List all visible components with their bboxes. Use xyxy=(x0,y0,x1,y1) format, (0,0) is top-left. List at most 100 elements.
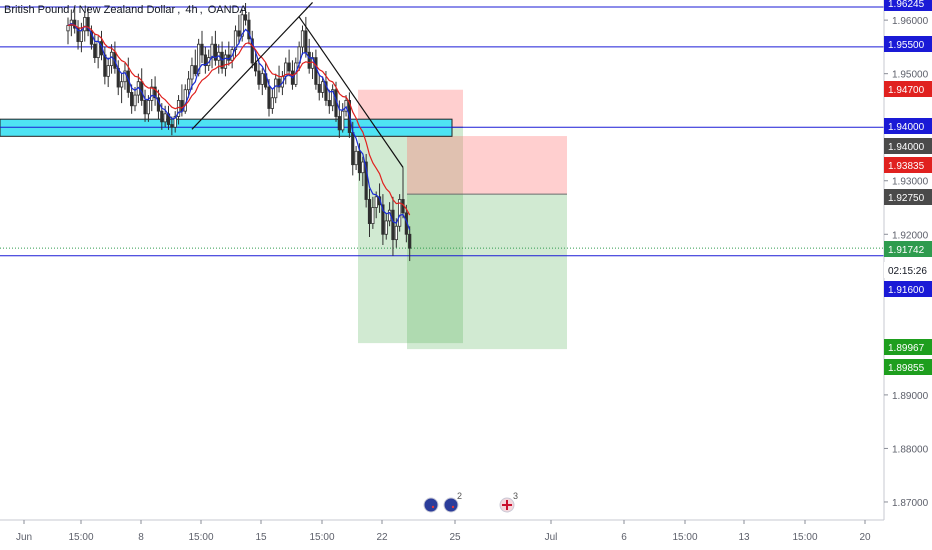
candle-body xyxy=(304,30,308,53)
price-badge-line[interactable] xyxy=(884,0,932,11)
time-tick-label: 15:00 xyxy=(68,532,93,543)
trendlines[interactable] xyxy=(191,2,404,168)
candle-body xyxy=(341,110,345,131)
symbol-name: British Pound / New Zealand Dollar xyxy=(4,4,176,16)
candle-body xyxy=(200,43,204,56)
price-badge-countdown[interactable] xyxy=(884,262,932,278)
price-badge-line[interactable] xyxy=(884,118,932,134)
price-tick-label: 1.88000 xyxy=(892,444,929,455)
candle-body xyxy=(314,57,318,85)
price-badge-label: 1.92750 xyxy=(888,193,925,204)
candle-body xyxy=(233,30,238,50)
candle-body xyxy=(130,92,134,107)
price-tick-label: 1.93000 xyxy=(892,177,929,188)
price-tick-label: 1.92000 xyxy=(892,230,929,241)
candle-body xyxy=(83,17,87,32)
time-tick-label: 15:00 xyxy=(792,532,817,543)
candle-body xyxy=(203,54,207,67)
candle-body xyxy=(163,113,167,123)
time-tick-label: 15:00 xyxy=(672,532,697,543)
price-badge-label: 1.89855 xyxy=(888,363,925,374)
candle-body xyxy=(133,94,137,107)
price-badge-label: 1.94000 xyxy=(888,142,925,153)
stop-loss-zone[interactable] xyxy=(407,136,567,195)
price-badge-stop[interactable] xyxy=(884,81,932,97)
price-badge-last[interactable] xyxy=(884,241,932,257)
event-count: 2 xyxy=(457,491,462,501)
candle-body xyxy=(146,100,150,115)
candle-body xyxy=(398,199,402,227)
candle-body xyxy=(267,86,271,109)
event-count: 3 xyxy=(513,491,518,501)
time-tick-label: 15 xyxy=(255,532,267,543)
price-tick-label: 1.96000 xyxy=(892,16,929,27)
price-badge-target[interactable] xyxy=(884,339,932,355)
candle-body xyxy=(274,78,278,99)
candle-body xyxy=(354,150,358,166)
price-tick-label: 1.95000 xyxy=(892,70,929,81)
candle-body xyxy=(331,89,335,107)
price-axis[interactable]: 1.96000 1.95000 1.93000 1.92000 1.89000 1.880… xyxy=(883,0,932,550)
candle-body xyxy=(371,207,375,224)
price-badge-label: 1.89967 xyxy=(888,343,925,354)
horizontal-lines[interactable] xyxy=(0,6,884,257)
price-badge-entry[interactable] xyxy=(884,189,932,205)
candle-body xyxy=(364,161,368,200)
support-zone[interactable] xyxy=(0,118,453,137)
price-badge-stop[interactable] xyxy=(884,157,932,173)
time-tick-label: 25 xyxy=(449,532,461,543)
price-badge-target[interactable] xyxy=(884,359,932,375)
candle-body xyxy=(381,204,385,235)
price-badge-label: 1.91742 xyxy=(888,245,925,256)
exchange: OANDA xyxy=(207,4,247,16)
support-zone-rect[interactable] xyxy=(0,118,453,137)
time-tick-label: 6 xyxy=(621,532,627,543)
candle-body xyxy=(367,199,372,224)
price-badge-line[interactable] xyxy=(884,281,932,297)
candle-body xyxy=(150,86,154,101)
nz-flag-star xyxy=(431,505,435,509)
candle-body xyxy=(213,43,217,61)
ema-slow-line xyxy=(67,24,411,216)
candle-body xyxy=(86,17,90,32)
price-badge-entry[interactable] xyxy=(884,138,932,154)
price-badge-line[interactable] xyxy=(884,36,932,52)
candle-body xyxy=(317,83,321,93)
candle-body xyxy=(103,54,107,77)
candle-body xyxy=(170,124,174,128)
price-tick-label: 1.89000 xyxy=(892,391,929,402)
candle-body xyxy=(270,97,274,109)
candle-body xyxy=(109,51,114,67)
candle-body xyxy=(173,116,177,128)
time-tick-label: 8 xyxy=(138,532,144,543)
candle-body xyxy=(96,41,100,59)
nz-flag-icon[interactable] xyxy=(423,497,439,513)
time-axis-bg xyxy=(0,520,932,550)
candle-body xyxy=(250,38,254,64)
price-badge-label: 1.95500 xyxy=(888,40,925,51)
take-profit-zone[interactable] xyxy=(407,194,567,350)
trendline[interactable] xyxy=(191,2,313,130)
candle-body xyxy=(183,89,187,112)
candle-body xyxy=(69,19,73,26)
candle-body xyxy=(66,25,70,32)
nz-flag-icon[interactable] xyxy=(443,497,459,513)
candle-body xyxy=(324,81,328,101)
candle-body xyxy=(374,196,378,208)
candle-body xyxy=(243,14,248,21)
price-badge-label: 1.94000 xyxy=(888,122,925,133)
candle-body xyxy=(391,209,395,241)
candle-body xyxy=(193,65,197,75)
candle-body xyxy=(120,81,124,88)
candle-body xyxy=(253,62,258,72)
candle-body xyxy=(240,14,244,37)
time-tick-label: 22 xyxy=(376,532,388,543)
candle-body xyxy=(408,233,412,249)
time-axis[interactable]: Jun 15:00 8 15:00 15 15:00 22 25 Jul 6 15:00 13 15:0… xyxy=(0,519,932,550)
trendline[interactable] xyxy=(298,16,404,168)
candle-body xyxy=(223,54,228,69)
chart-title: British Pound / New Zealand Dollar, 4h, … xyxy=(4,4,247,16)
time-tick-label: 15:00 xyxy=(188,532,213,543)
